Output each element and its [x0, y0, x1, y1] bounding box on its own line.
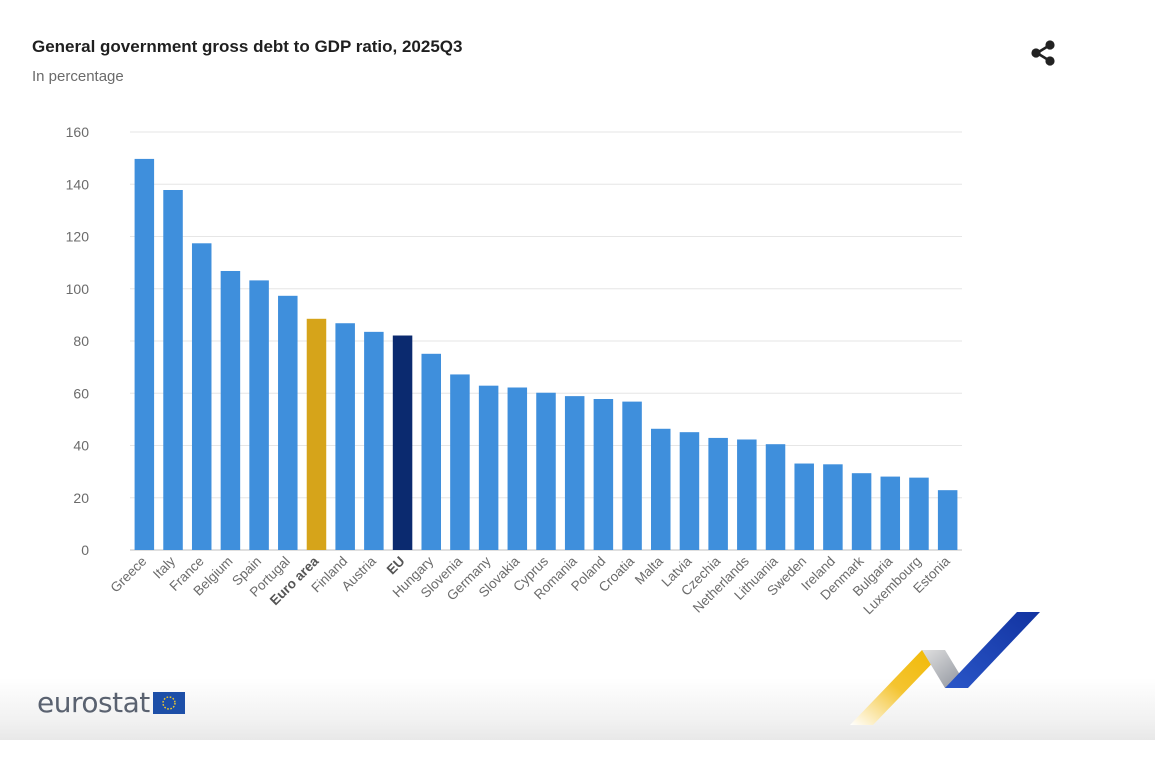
- y-tick-label: 140: [66, 176, 90, 192]
- bar-greece[interactable]: [134, 158, 155, 550]
- bar-slovakia[interactable]: [507, 387, 528, 550]
- y-tick-label: 80: [73, 333, 89, 349]
- eurostat-swoosh-graphic: [850, 612, 1040, 725]
- bar-portugal[interactable]: [278, 295, 298, 550]
- bar-chart: 0 20 40 60 80 100 120 140 160 Greece ItalyFranceB…: [66, 124, 962, 617]
- y-tick-label: 160: [66, 124, 90, 140]
- eu-flag-icon: [152, 691, 185, 714]
- bar-eu[interactable]: [392, 335, 413, 550]
- footer: [0, 678, 1155, 740]
- bar-finland[interactable]: [335, 323, 355, 550]
- eurostat-logo[interactable]: eurostat: [37, 686, 185, 719]
- bar-spain[interactable]: [249, 280, 269, 550]
- bar-hungary[interactable]: [421, 353, 441, 550]
- chart-title: General government gross debt to GDP rat…: [32, 37, 463, 56]
- bar-netherlands[interactable]: [737, 439, 757, 550]
- bar-denmark[interactable]: [851, 473, 872, 550]
- bar-estonia[interactable]: [937, 490, 958, 550]
- logo-text: eurostat: [37, 686, 150, 719]
- x-axis-labels: Greece ItalyFranceBelgiumSpainPortugalEur…: [108, 553, 954, 617]
- bar-slovenia[interactable]: [450, 374, 470, 550]
- bar-euro-area[interactable]: [306, 318, 327, 550]
- bar-latvia[interactable]: [679, 432, 700, 550]
- y-axis-ticks: 0 20 40 60 80 100 120 140 160: [66, 124, 90, 558]
- bar-germany[interactable]: [478, 385, 499, 550]
- y-tick-label: 60: [73, 385, 89, 401]
- y-tick-label: 0: [81, 542, 89, 558]
- bar-italy[interactable]: [163, 189, 183, 550]
- bar-ireland[interactable]: [823, 464, 843, 550]
- bar-lithuania[interactable]: [765, 444, 786, 550]
- bar-croatia[interactable]: [622, 401, 642, 550]
- bar-cyprus[interactable]: [536, 392, 556, 550]
- bar-czechia[interactable]: [708, 437, 728, 550]
- bar-romania[interactable]: [564, 396, 585, 550]
- bar-luxembourg[interactable]: [909, 477, 929, 550]
- bar-poland[interactable]: [593, 398, 614, 550]
- bar-bulgaria[interactable]: [880, 476, 901, 550]
- share-icon[interactable]: [1026, 36, 1060, 70]
- y-tick-label: 40: [73, 438, 89, 454]
- bars: [134, 158, 958, 551]
- bar-austria[interactable]: [364, 331, 384, 550]
- x-tick-label: Greece: [108, 554, 150, 596]
- bar-sweden[interactable]: [794, 463, 814, 550]
- y-tick-label: 100: [66, 281, 90, 297]
- bar-belgium[interactable]: [220, 270, 241, 550]
- bar-malta[interactable]: [651, 428, 671, 550]
- y-tick-label: 20: [73, 490, 89, 506]
- bar-france[interactable]: [191, 243, 212, 551]
- y-tick-label: 120: [66, 229, 90, 245]
- chart-subtitle: In percentage: [32, 68, 124, 85]
